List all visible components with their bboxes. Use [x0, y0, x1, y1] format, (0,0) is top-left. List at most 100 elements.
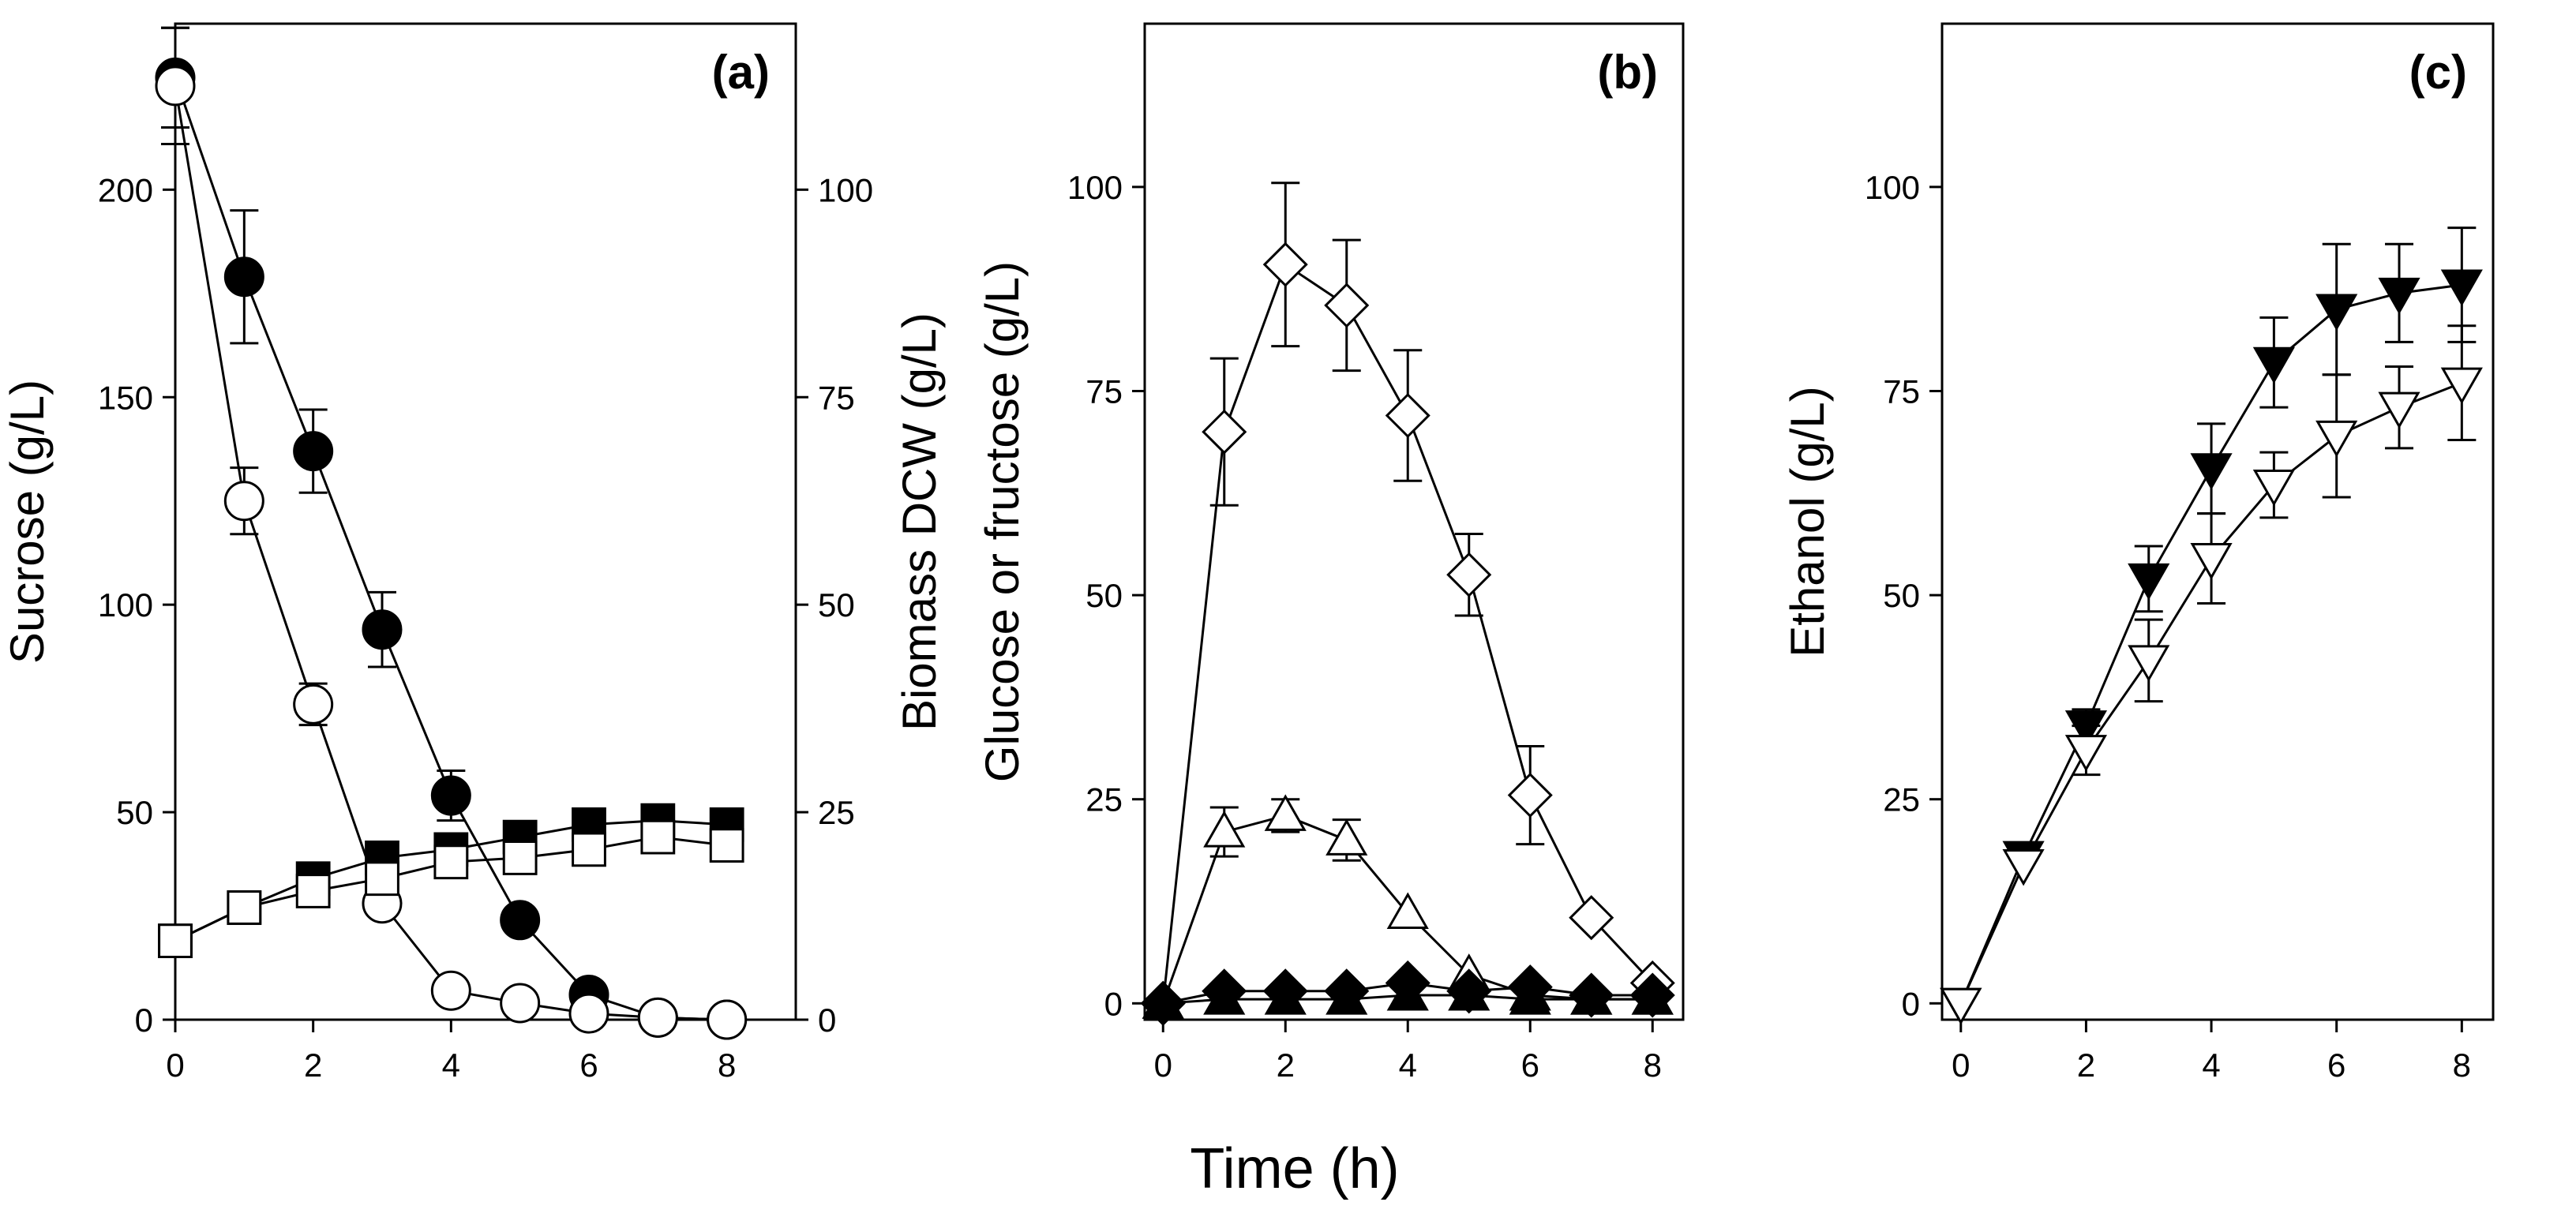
- x-tick-label: 8: [1644, 1047, 1662, 1084]
- y-tick-label: 100: [1067, 169, 1123, 206]
- y-tick-label: 200: [98, 171, 153, 208]
- data-point: [1264, 794, 1307, 831]
- y-tick-label: 0: [1104, 985, 1123, 1022]
- data-point: [155, 66, 196, 107]
- data-point: [572, 832, 606, 867]
- data-point: [2315, 294, 2358, 331]
- y2-tick-label: 25: [818, 794, 855, 831]
- data-point: [500, 983, 541, 1024]
- data-point: [293, 431, 334, 472]
- data-point: [502, 841, 538, 875]
- plot-frame: [1143, 22, 1685, 1021]
- y-axis-label: Ethanol (g/L): [1781, 386, 1834, 657]
- x-tick-label: 4: [2202, 1047, 2220, 1084]
- x-tick-label: 6: [579, 1047, 598, 1084]
- x-tick-label: 2: [2077, 1047, 2095, 1084]
- y2-tick-label: 0: [818, 1002, 836, 1039]
- data-point: [1448, 973, 1490, 1011]
- data-point: [362, 609, 403, 650]
- panel-a: 0 2 4 6 8 0 50 100 150 200 0 25 50 75 100 Sucrose (g/L)…: [1, 22, 946, 1084]
- y2-tick-label: 50: [818, 586, 855, 623]
- data-point: [1386, 892, 1429, 930]
- data-point: [2128, 645, 2170, 682]
- x-tick-label: 0: [166, 1047, 184, 1084]
- data-point: [1324, 283, 1370, 328]
- panel-c: 0 2 4 6 8 0 25 50 75 100 Ethanol (g/L) (c): [1781, 22, 2495, 1084]
- panel-label: (c): [2409, 46, 2467, 99]
- series-ethanol-open: [1940, 324, 2483, 1025]
- data-point: [2190, 453, 2233, 490]
- data-point: [430, 970, 471, 1011]
- x-tick-label: 2: [1277, 1047, 1295, 1084]
- data-point: [1264, 978, 1307, 1015]
- data-point: [1262, 242, 1308, 287]
- data-point: [295, 874, 331, 908]
- data-point: [1325, 818, 1368, 856]
- y-tick-label: 25: [1086, 781, 1123, 818]
- data-point: [1203, 978, 1246, 1015]
- data-point: [2315, 420, 2358, 458]
- data-point: [707, 999, 748, 1040]
- y-tick-label: 0: [135, 1002, 153, 1039]
- data-point: [1142, 982, 1184, 1019]
- x-tick-label: 4: [1399, 1047, 1417, 1084]
- y2-tick-label: 100: [818, 171, 873, 208]
- y-tick-label: 50: [1883, 577, 1920, 614]
- data-point: [1386, 973, 1429, 1011]
- data-point: [1631, 978, 1674, 1015]
- x-tick-label: 6: [2327, 1047, 2345, 1084]
- data-point: [1385, 393, 1430, 439]
- data-point: [1509, 978, 1551, 1015]
- y-tick-label: 75: [1086, 373, 1123, 410]
- plot-frame: [174, 22, 797, 1021]
- series-diamond-open: [1140, 182, 1675, 1026]
- data-point: [2128, 563, 2170, 601]
- data-point: [1325, 978, 1368, 1015]
- data-point: [365, 861, 399, 897]
- x-tick-label: 8: [2453, 1047, 2471, 1084]
- data-point: [223, 481, 264, 522]
- x-tick-label: 8: [718, 1047, 736, 1084]
- data-point: [709, 828, 744, 863]
- data-point: [227, 890, 262, 925]
- data-point: [1203, 811, 1246, 848]
- x-tick-label: 4: [442, 1047, 460, 1084]
- data-point: [637, 997, 678, 1038]
- y-axis-label: Glucose or fructose (g/L): [976, 261, 1029, 782]
- x-tick-label: 6: [1521, 1047, 1539, 1084]
- data-point: [2440, 367, 2483, 405]
- data-point: [2378, 277, 2420, 315]
- data-point: [1940, 987, 1982, 1025]
- data-point: [2002, 848, 2045, 886]
- data-point: [2440, 269, 2483, 307]
- x-tick-label: 0: [1154, 1047, 1172, 1084]
- data-point: [433, 844, 469, 880]
- y-tick-label: 25: [1883, 781, 1920, 818]
- y-tick-label: 0: [1902, 985, 1920, 1022]
- y-tick-label: 100: [98, 586, 153, 623]
- data-point: [158, 923, 193, 958]
- y2-axis-label: Biomass DCW (g/L): [893, 313, 946, 731]
- x-tick-label: 0: [1952, 1047, 1970, 1084]
- data-point: [430, 775, 471, 816]
- data-point: [1507, 773, 1553, 818]
- y-axis-label: Sucrose (g/L): [1, 380, 54, 664]
- data-point: [293, 683, 334, 725]
- data-point: [1446, 552, 1492, 597]
- data-point: [568, 993, 609, 1034]
- y-tick-label: 50: [116, 794, 153, 831]
- series-biomass-open: [158, 819, 744, 958]
- panel-b: 0 2 4 6 8 0 25 50 75 100 Glucose or fructose (g/L)…: [976, 22, 1685, 1084]
- plot-frame: [1940, 22, 2495, 1021]
- series-line: [174, 85, 727, 1021]
- x-tick-label: 2: [304, 1047, 322, 1084]
- panel-label: (b): [1597, 46, 1658, 99]
- data-point: [2252, 346, 2295, 384]
- data-point: [640, 819, 676, 855]
- data-point: [500, 900, 541, 941]
- y-tick-label: 150: [98, 379, 153, 416]
- data-point: [2190, 543, 2233, 580]
- series-triangle-filled: [1142, 973, 1674, 1019]
- y-tick-label: 75: [1883, 373, 1920, 410]
